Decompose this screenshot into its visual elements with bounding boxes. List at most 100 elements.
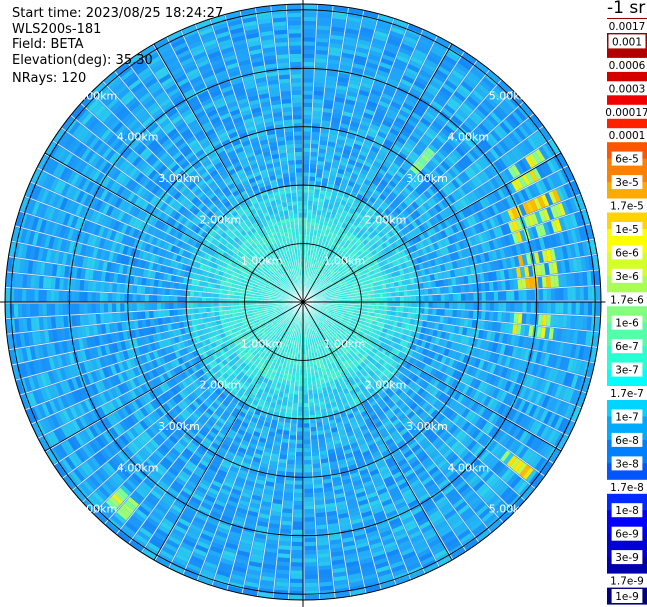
beta-cell (316, 214, 321, 219)
beta-cell (303, 362, 307, 367)
beta-cell (324, 242, 329, 247)
beta-cell (369, 93, 381, 101)
beta-cell (493, 281, 498, 291)
beta-cell (366, 220, 373, 227)
beta-cell (316, 49, 328, 55)
beta-cell (340, 252, 346, 257)
beta-cell (443, 55, 457, 66)
beta-cell (342, 48, 355, 55)
beta-cell (303, 86, 313, 91)
beta-cell (458, 59, 472, 71)
beta-cell (381, 211, 389, 219)
beta-cell (328, 179, 335, 185)
beta-cell (441, 58, 455, 69)
beta-cell (308, 271, 311, 276)
beta-cell (304, 464, 312, 469)
beta-cell (367, 186, 376, 193)
beta-cell (304, 492, 314, 498)
beta-cell (384, 208, 392, 216)
beta-cell (448, 302, 454, 309)
beta-cell (481, 302, 486, 311)
beta-cell (403, 296, 409, 302)
beta-cell (314, 278, 318, 283)
beta-cell (303, 41, 315, 46)
beta-cell (307, 270, 310, 276)
beta-cell (399, 296, 405, 302)
beta-cell (303, 196, 308, 201)
beta-cell (341, 56, 353, 63)
beta-cell (440, 309, 445, 316)
beta-cell (394, 311, 400, 317)
beta-cell (360, 220, 366, 227)
beta-cell (379, 302, 384, 306)
beta-cell (453, 293, 458, 301)
beta-cell (314, 226, 319, 231)
beta-cell (318, 227, 323, 232)
beta-cell (402, 39, 416, 49)
beta-cell (485, 74, 498, 86)
beta-cell (417, 140, 428, 150)
beta-cell (321, 120, 331, 126)
beta-cell (427, 127, 438, 137)
beta-cell (464, 99, 476, 111)
beta-cell (304, 505, 314, 510)
beta-cell (292, 410, 298, 416)
beta-cell (296, 452, 303, 457)
beta-cell (387, 306, 392, 311)
beta-cell (347, 133, 356, 140)
beta-cell (330, 213, 336, 219)
beta-cell (339, 235, 345, 241)
beta-cell (314, 264, 317, 269)
beta-cell (393, 120, 404, 129)
beta-cell (331, 259, 336, 265)
beta-cell (595, 286, 601, 300)
beta-cell (546, 314, 551, 327)
beta-cell (381, 190, 389, 198)
beta-cell (305, 590, 319, 596)
beta-cell (313, 277, 317, 282)
beta-cell (451, 115, 463, 126)
beta-cell (297, 427, 303, 432)
beta-cell (355, 135, 365, 143)
beta-cell (353, 165, 362, 172)
beta-cell (327, 243, 332, 249)
beta-cell (339, 203, 346, 210)
beta-cell (304, 517, 315, 522)
beta-cell (366, 294, 372, 299)
beta-cell (317, 231, 322, 236)
beta-cell (311, 373, 315, 379)
beta-cell (326, 75, 337, 81)
beta-cell (389, 30, 404, 39)
beta-cell (327, 221, 333, 227)
beta-cell (395, 155, 405, 164)
beta-cell (293, 509, 303, 514)
beta-cell (437, 65, 450, 76)
beta-cell (465, 293, 470, 301)
beta-cell (393, 19, 408, 28)
beta-cell (303, 4, 317, 9)
beta-cell (335, 233, 341, 239)
beta-cell (465, 302, 470, 310)
beta-cell (315, 58, 327, 63)
beta-cell (400, 164, 410, 172)
beta-cell (313, 90, 324, 96)
beta-cell (315, 279, 319, 283)
beta-cell (327, 208, 333, 214)
beta-cell (303, 74, 314, 79)
beta-cell (312, 455, 320, 461)
beta-cell (362, 19, 376, 26)
beta-cell (304, 431, 310, 436)
beta-cell (567, 302, 572, 315)
beta-cell (303, 143, 311, 148)
beta-cell (303, 45, 315, 50)
beta-cell (321, 228, 327, 233)
beta-cell (336, 194, 343, 200)
beta-cell (331, 222, 337, 229)
beta-cell (412, 147, 423, 156)
beta-cell (303, 386, 308, 391)
beta-cell (517, 313, 523, 324)
beta-cell (510, 290, 515, 301)
beta-cell (290, 582, 303, 588)
beta-cell (362, 233, 369, 239)
beta-cell (312, 276, 316, 282)
